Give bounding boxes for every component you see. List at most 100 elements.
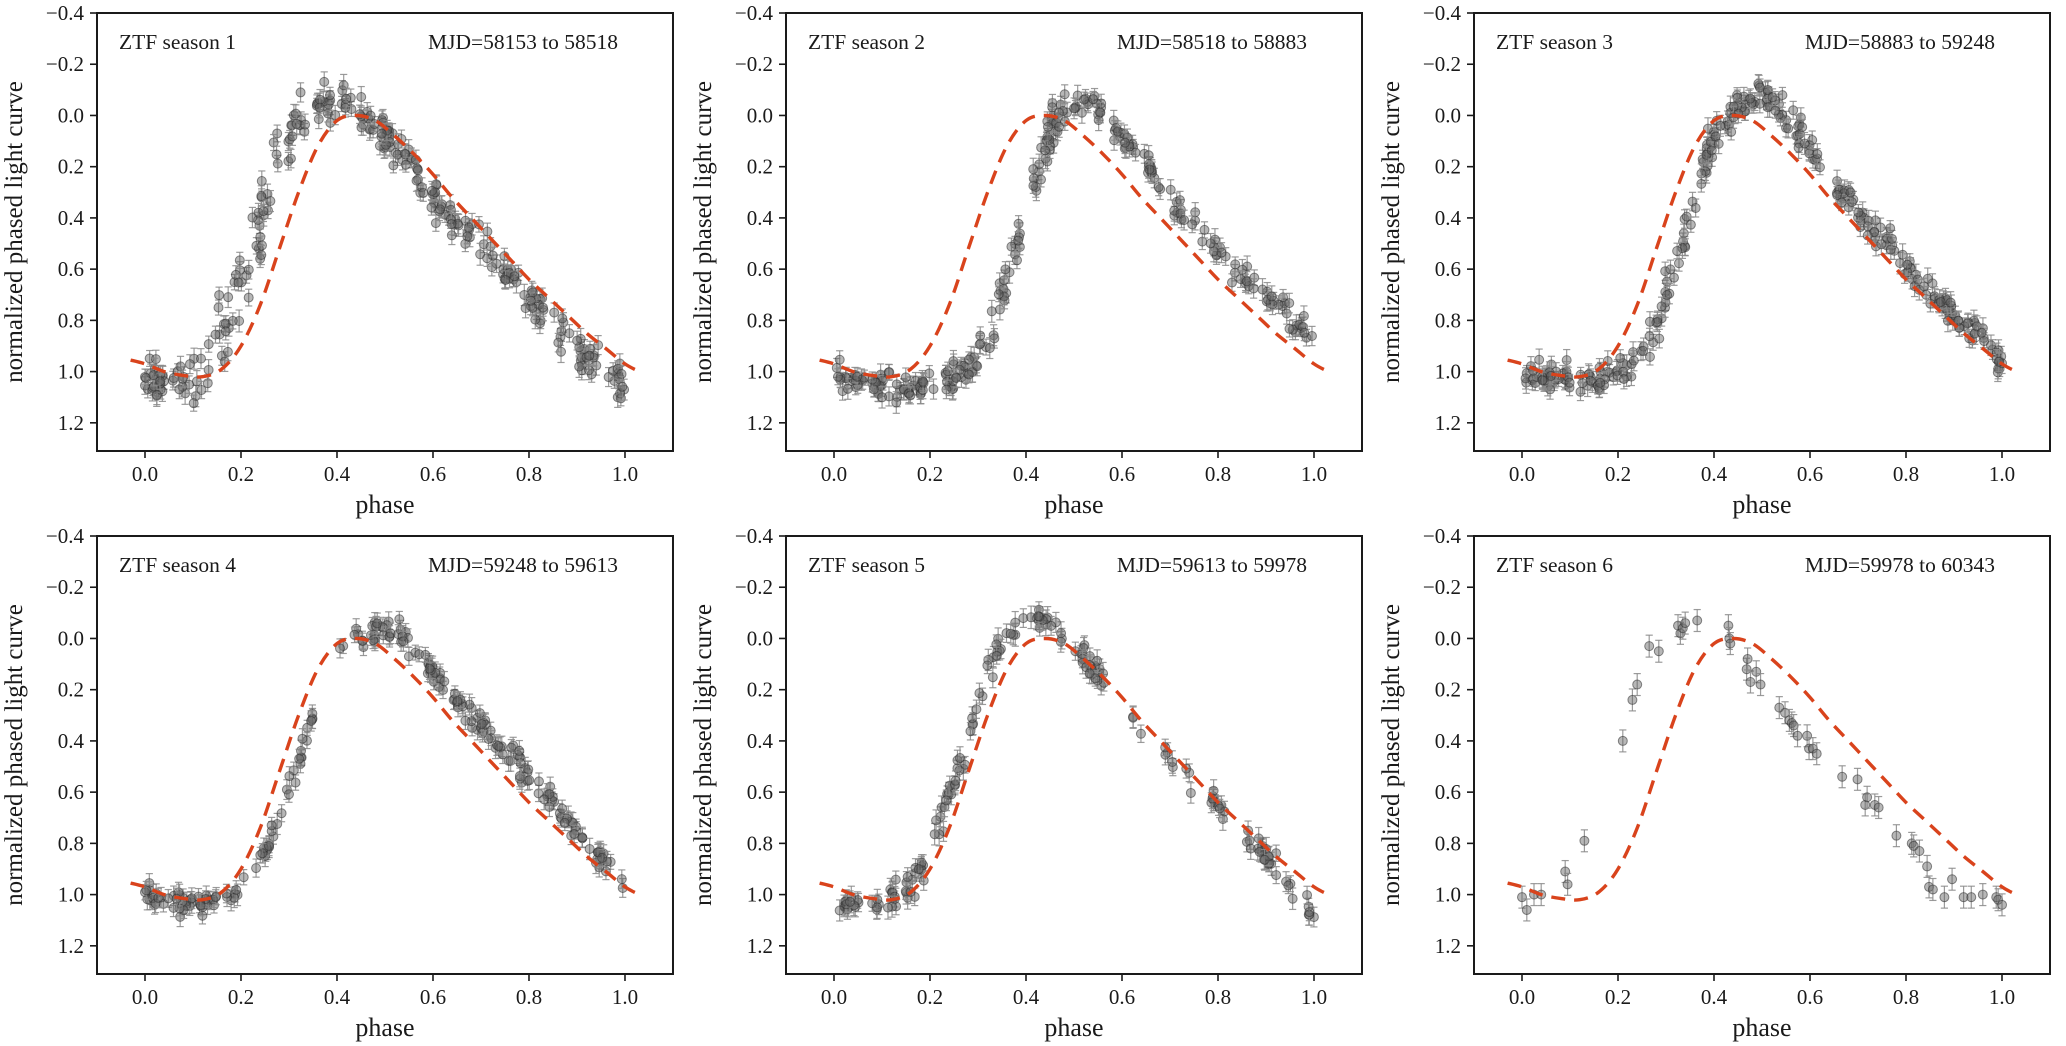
- panel-ztf-season-3: 0.0 0.2 0.4 0.6 0.8 1.0 −0.4 −0.2 0.0 0.2 0.4 0.6 0.…: [1377, 0, 2066, 523]
- x-tick-label: 0.2: [917, 462, 943, 486]
- y-tick-label: 1.0: [746, 360, 772, 384]
- y-tick-label: −0.2: [735, 52, 773, 76]
- x-tick-label: 0.0: [821, 985, 847, 1009]
- model-light-curve: [1507, 113, 2018, 379]
- scatter-points: [1517, 608, 2008, 922]
- model-light-curve: [130, 113, 641, 379]
- y-tick-label: 0.2: [746, 155, 772, 179]
- plot-ztf-season-1: 0.0 0.2 0.4 0.6 0.8 1.0 −0.4 −0.2 0.0 0.2 0.4 0.6 0.…: [1, 1, 674, 519]
- x-axis-label: phase: [355, 490, 414, 519]
- x-axis-label: phase: [1733, 490, 1792, 519]
- panel-ztf-season-6: 0.0 0.2 0.4 0.6 0.8 1.0 −0.4 −0.2 0.0 0.2 0.4 0.6 0.…: [1377, 523, 2066, 1046]
- season-label: ZTF season 1: [119, 30, 236, 54]
- model-light-curve: [130, 636, 641, 902]
- chart-layer: 0.0 0.2 0.4 0.6 0.8 1.0 −0.4 −0.2 0.0 0.2 0.4 0.6 0.…: [735, 524, 1363, 1009]
- x-tick-label: 0.0: [132, 985, 158, 1009]
- y-tick-label: 0.8: [1435, 308, 1461, 332]
- y-tick-label: 0.6: [746, 780, 772, 804]
- y-tick-label: 0.0: [1435, 626, 1461, 650]
- y-tick-label: 0.6: [58, 257, 84, 281]
- y-tick-label: 0.4: [1435, 729, 1462, 753]
- y-tick-label: 1.2: [746, 934, 772, 958]
- y-tick-label: −0.4: [735, 1, 774, 25]
- x-tick-label: 0.6: [420, 985, 446, 1009]
- y-tick-label: 0.2: [58, 155, 84, 179]
- x-tick-label: 0.4: [1013, 462, 1040, 486]
- x-axis-label: phase: [1733, 1013, 1792, 1042]
- x-tick-label: 0.8: [516, 462, 542, 486]
- y-tick-label: 0.6: [58, 780, 84, 804]
- x-tick-label: 0.6: [1109, 985, 1135, 1009]
- x-tick-label: 1.0: [1989, 985, 2015, 1009]
- scatter-points: [139, 71, 630, 412]
- axes-box: [1473, 535, 2052, 975]
- plot-ztf-season-2: 0.0 0.2 0.4 0.6 0.8 1.0 −0.4 −0.2 0.0 0.2 0.4 0.6 0.…: [690, 1, 1363, 519]
- scatter-points: [139, 610, 628, 928]
- y-tick-label: 0.0: [58, 103, 84, 127]
- x-tick-label: 0.0: [132, 462, 158, 486]
- x-axis-label: phase: [1044, 1013, 1103, 1042]
- y-tick-label: 0.2: [746, 678, 772, 702]
- y-tick-label: 0.0: [746, 103, 772, 127]
- y-tick-label: 1.0: [58, 883, 84, 907]
- x-tick-label: 0.4: [1701, 985, 1728, 1009]
- panel-ztf-season-2: 0.0 0.2 0.4 0.6 0.8 1.0 −0.4 −0.2 0.0 0.2 0.4 0.6 0.…: [689, 0, 1378, 523]
- x-tick-label: 0.6: [1797, 462, 1823, 486]
- y-tick-label: 0.4: [58, 729, 85, 753]
- y-tick-label: 0.2: [1435, 155, 1461, 179]
- y-tick-label: −0.2: [46, 52, 84, 76]
- y-tick-label: −0.4: [1423, 524, 1462, 548]
- y-axis-label: normalized phased light curve: [690, 81, 717, 383]
- y-tick-label: 1.2: [746, 411, 772, 435]
- season-label: ZTF season 5: [808, 553, 925, 577]
- chart-layer: 0.0 0.2 0.4 0.6 0.8 1.0 −0.4 −0.2 0.0 0.2 0.4 0.6 0.…: [1423, 1, 2052, 486]
- scatter-points: [831, 84, 1317, 414]
- y-tick-label: 1.2: [1435, 934, 1461, 958]
- panel-ztf-season-1: 0.0 0.2 0.4 0.6 0.8 1.0 −0.4 −0.2 0.0 0.2 0.4 0.6 0.…: [0, 0, 689, 523]
- x-tick-label: 0.8: [1205, 462, 1231, 486]
- x-tick-label: 1.0: [612, 462, 638, 486]
- mjd-range-label: MJD=59613 to 59978: [1117, 553, 1307, 577]
- x-tick-label: 0.6: [1797, 985, 1823, 1009]
- model-light-curve: [818, 636, 1329, 902]
- x-tick-label: 0.2: [1605, 985, 1631, 1009]
- x-tick-label: 0.2: [1605, 462, 1631, 486]
- y-tick-label: 1.0: [1435, 883, 1461, 907]
- chart-layer: 0.0 0.2 0.4 0.6 0.8 1.0 −0.4 −0.2 0.0 0.2 0.4 0.6 0.…: [46, 1, 674, 486]
- y-tick-label: 0.6: [746, 257, 772, 281]
- x-tick-label: 1.0: [1301, 985, 1327, 1009]
- season-label: ZTF season 3: [1496, 30, 1613, 54]
- y-tick-label: 0.8: [746, 308, 772, 332]
- x-tick-label: 0.4: [1701, 462, 1728, 486]
- y-tick-label: 1.0: [58, 360, 84, 384]
- x-tick-label: 0.4: [1013, 985, 1040, 1009]
- y-axis-label: normalized phased light curve: [690, 604, 717, 906]
- x-tick-label: 0.2: [228, 462, 254, 486]
- y-tick-label: −0.4: [735, 524, 774, 548]
- axes-box: [784, 12, 1363, 452]
- x-tick-label: 0.0: [1509, 462, 1535, 486]
- y-tick-label: 0.2: [58, 678, 84, 702]
- x-tick-label: 0.2: [228, 985, 254, 1009]
- panel-ztf-season-4: 0.0 0.2 0.4 0.6 0.8 1.0 −0.4 −0.2 0.0 0.2 0.4 0.6 0.…: [0, 523, 689, 1046]
- mjd-range-label: MJD=59248 to 59613: [428, 553, 618, 577]
- x-tick-label: 0.6: [420, 462, 446, 486]
- axes-box: [95, 535, 674, 975]
- y-tick-label: 1.0: [1435, 360, 1461, 384]
- y-tick-label: 0.0: [1435, 103, 1461, 127]
- x-tick-label: 0.4: [324, 462, 351, 486]
- scatter-points: [834, 601, 1319, 928]
- y-axis-label: normalized phased light curve: [1, 81, 28, 383]
- season-label: ZTF season 4: [119, 553, 236, 577]
- y-tick-label: −0.2: [46, 575, 84, 599]
- axes-box: [1473, 12, 2052, 452]
- x-axis-label: phase: [1044, 490, 1103, 519]
- y-tick-label: 0.6: [1435, 257, 1461, 281]
- x-tick-label: 0.0: [821, 462, 847, 486]
- y-tick-label: −0.2: [1423, 575, 1461, 599]
- x-tick-label: 1.0: [1301, 462, 1327, 486]
- mjd-range-label: MJD=59978 to 60343: [1805, 553, 1995, 577]
- plot-ztf-season-5: 0.0 0.2 0.4 0.6 0.8 1.0 −0.4 −0.2 0.0 0.2 0.4 0.6 0.…: [690, 524, 1363, 1042]
- y-tick-label: −0.2: [735, 575, 773, 599]
